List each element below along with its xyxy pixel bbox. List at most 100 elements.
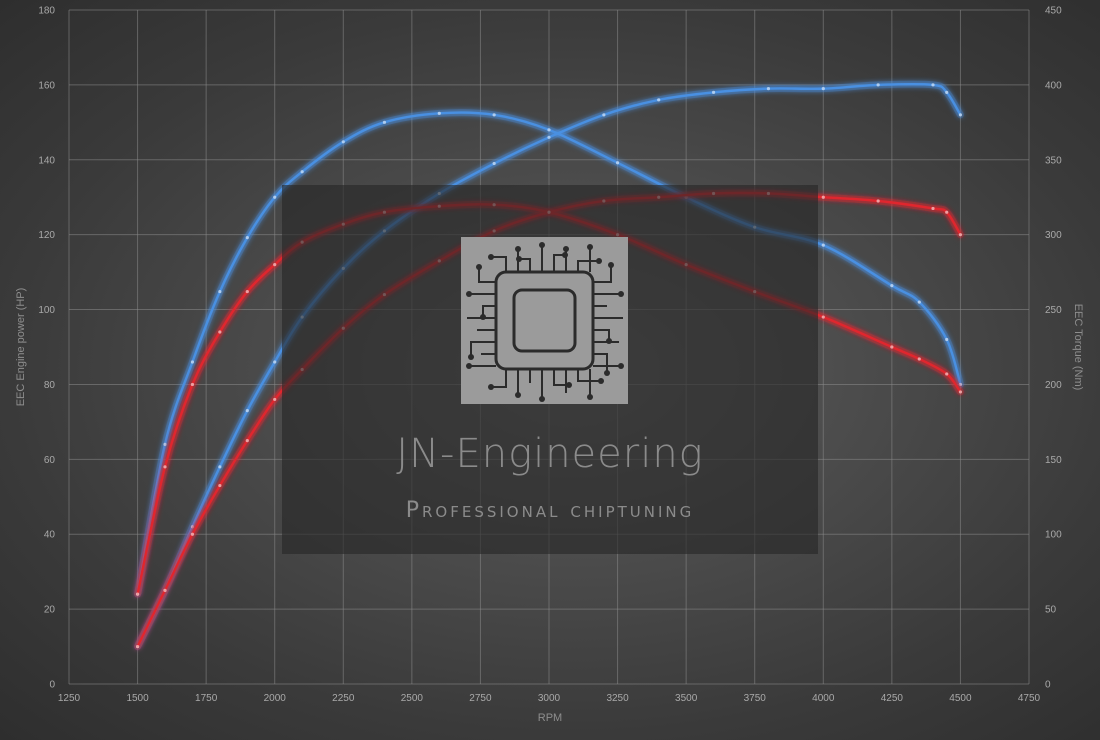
x-tick-label: 4750 — [1018, 693, 1041, 704]
data-point — [163, 588, 167, 592]
y-right-tick-label: 100 — [1045, 530, 1062, 541]
y-right-tick-label: 400 — [1045, 80, 1062, 91]
x-tick-label: 2750 — [469, 693, 492, 704]
y-left-tick-label: 20 — [44, 605, 56, 616]
y-left-tick-label: 40 — [44, 530, 56, 541]
data-point — [890, 283, 894, 288]
data-point — [958, 390, 963, 394]
data-point — [945, 372, 949, 376]
data-point — [945, 210, 949, 214]
data-point — [821, 87, 825, 91]
x-tick-label: 2250 — [332, 693, 355, 704]
data-point — [382, 120, 387, 124]
data-point — [657, 98, 661, 102]
y-right-tick-label: 50 — [1045, 605, 1057, 616]
data-point — [437, 111, 441, 115]
x-tick-label: 3750 — [744, 693, 767, 704]
data-point — [958, 233, 963, 237]
y-left-tick-label: 140 — [38, 155, 55, 166]
y-right-tick-label: 200 — [1045, 380, 1062, 391]
data-point — [602, 113, 606, 117]
y-right-tick-label: 250 — [1045, 305, 1062, 316]
data-point — [615, 161, 620, 165]
data-point — [821, 243, 825, 247]
data-point — [273, 360, 277, 364]
data-point — [190, 532, 195, 536]
data-point — [711, 191, 716, 196]
data-point — [245, 439, 249, 443]
data-point — [245, 409, 249, 413]
y-axis-left-label: EEC Engine power (HP) — [15, 288, 27, 407]
x-tick-label: 3500 — [675, 693, 698, 704]
data-point — [300, 315, 304, 319]
y-axis-right-label: EEC Torque (Nm) — [1072, 304, 1084, 391]
data-point — [300, 240, 304, 244]
y-left-tick-label: 60 — [44, 455, 56, 466]
data-point — [876, 83, 880, 87]
data-point — [945, 337, 949, 342]
series-1 — [134, 109, 964, 598]
data-point — [218, 330, 222, 334]
y-right-tick-label: 0 — [1045, 680, 1051, 691]
data-point — [547, 210, 551, 214]
y-right-tick-label: 150 — [1045, 455, 1062, 466]
data-point — [890, 345, 894, 349]
series-line — [136, 111, 962, 596]
data-point — [958, 113, 963, 117]
x-tick-label: 4250 — [881, 693, 904, 704]
x-tick-label: 1750 — [195, 693, 218, 704]
data-point — [931, 206, 935, 211]
data-point — [821, 195, 825, 199]
data-point — [273, 195, 277, 199]
data-point — [711, 90, 716, 94]
data-point — [245, 236, 249, 240]
data-point — [190, 360, 195, 364]
data-point — [602, 199, 606, 203]
data-point — [547, 128, 551, 132]
y-left-tick-label: 180 — [38, 6, 55, 17]
data-point — [245, 289, 249, 294]
x-tick-label: 1250 — [58, 693, 81, 704]
data-point — [437, 191, 441, 196]
data-point — [917, 300, 921, 304]
data-point — [218, 289, 222, 294]
x-tick-label: 2500 — [401, 693, 424, 704]
y-right-tick-label: 350 — [1045, 155, 1062, 166]
data-point — [273, 263, 277, 267]
data-point — [135, 644, 140, 649]
data-point — [684, 263, 688, 267]
x-tick-label: 3250 — [606, 693, 629, 704]
x-tick-label: 4500 — [949, 693, 972, 704]
data-point — [300, 170, 304, 174]
data-point — [163, 465, 167, 469]
data-point — [341, 266, 345, 270]
data-point — [382, 292, 387, 297]
data-point — [945, 90, 949, 94]
data-point — [382, 229, 387, 233]
x-tick-label: 2000 — [264, 693, 287, 704]
x-tick-label: 3000 — [538, 693, 561, 704]
data-point — [917, 357, 921, 361]
tick-labels: 1250 1500 1750 2000 2250 2500 2750 3000 3250 3500… — [38, 6, 1062, 705]
data-point — [341, 326, 345, 330]
data-point — [382, 210, 387, 214]
data-point — [218, 465, 222, 469]
data-point — [766, 191, 771, 196]
data-point — [273, 397, 277, 402]
data-point — [341, 140, 345, 144]
y-left-tick-label: 0 — [49, 680, 55, 691]
data-point — [931, 83, 935, 87]
data-point — [492, 203, 496, 207]
x-tick-label: 4000 — [812, 693, 835, 704]
data-point — [218, 483, 222, 488]
data-point — [190, 382, 195, 387]
data-point — [753, 289, 757, 294]
y-left-tick-label: 100 — [38, 305, 55, 316]
data-point — [492, 113, 496, 117]
data-point — [766, 87, 771, 91]
series-line — [136, 82, 962, 648]
data-point — [492, 229, 496, 233]
data-point — [341, 222, 345, 226]
y-right-tick-label: 300 — [1045, 230, 1062, 241]
